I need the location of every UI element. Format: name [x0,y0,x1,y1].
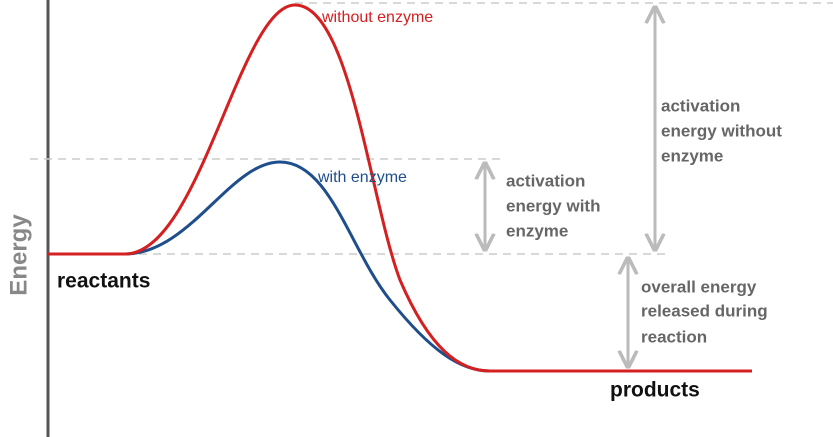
axis-label: Energy [5,214,32,296]
level-label: products [610,379,700,402]
annotation: activation [661,96,740,115]
annotation: enzyme [506,221,568,240]
annotation: released during [641,301,768,320]
level-label: reactants [57,270,150,293]
curve-label: without enzyme [321,9,433,26]
annotation: energy with [506,196,600,215]
annotation: activation [506,171,585,190]
annotation: reaction [641,327,707,346]
annotation: energy without [661,121,782,140]
curve-without-enzyme [48,3,752,373]
curve-label: with enzyme [317,169,407,186]
annotation: overall energy [641,277,757,296]
curve-with-enzyme [124,160,491,373]
annotation: enzyme [661,146,723,165]
